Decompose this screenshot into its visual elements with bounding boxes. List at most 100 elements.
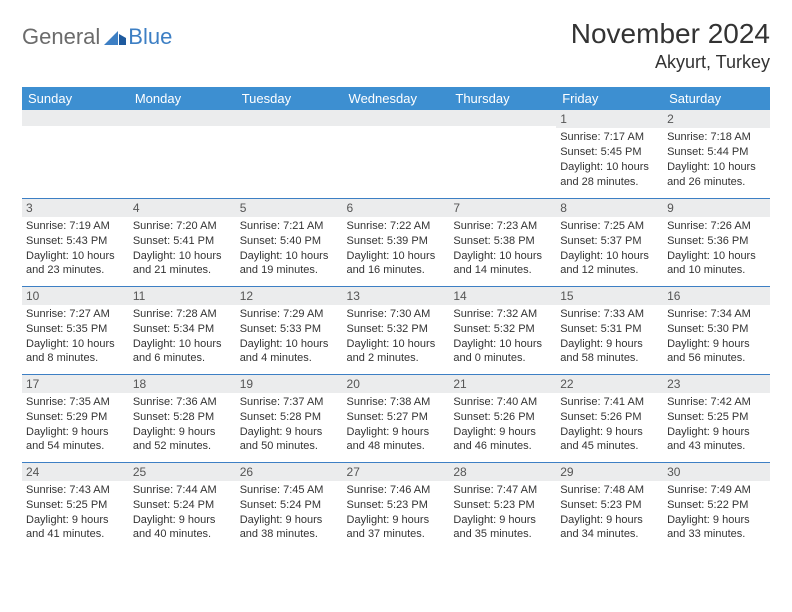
detail-line: Daylight: 9 hours	[560, 513, 659, 528]
day-details: Sunrise: 7:41 AMSunset: 5:26 PMDaylight:…	[556, 393, 663, 458]
calendar-cell: 18Sunrise: 7:36 AMSunset: 5:28 PMDayligh…	[129, 374, 236, 462]
detail-line: and 34 minutes.	[560, 527, 659, 542]
day-number	[449, 110, 556, 126]
detail-line: and 37 minutes.	[347, 527, 446, 542]
location: Akyurt, Turkey	[571, 52, 770, 73]
detail-line: Sunrise: 7:47 AM	[453, 483, 552, 498]
day-details	[449, 126, 556, 186]
day-number: 29	[556, 463, 663, 481]
detail-line: Sunset: 5:38 PM	[453, 234, 552, 249]
calendar-cell: 21Sunrise: 7:40 AMSunset: 5:26 PMDayligh…	[449, 374, 556, 462]
detail-line: and 8 minutes.	[26, 351, 125, 366]
weekday-header: Thursday	[449, 87, 556, 110]
calendar-cell: 29Sunrise: 7:48 AMSunset: 5:23 PMDayligh…	[556, 462, 663, 550]
calendar-cell: 15Sunrise: 7:33 AMSunset: 5:31 PMDayligh…	[556, 286, 663, 374]
detail-line: Daylight: 9 hours	[240, 513, 339, 528]
detail-line: Daylight: 10 hours	[240, 249, 339, 264]
detail-line: Sunset: 5:43 PM	[26, 234, 125, 249]
detail-line: Sunset: 5:31 PM	[560, 322, 659, 337]
detail-line: Sunset: 5:41 PM	[133, 234, 232, 249]
detail-line: Sunrise: 7:43 AM	[26, 483, 125, 498]
day-details: Sunrise: 7:48 AMSunset: 5:23 PMDaylight:…	[556, 481, 663, 546]
calendar-cell: 23Sunrise: 7:42 AMSunset: 5:25 PMDayligh…	[663, 374, 770, 462]
day-details: Sunrise: 7:20 AMSunset: 5:41 PMDaylight:…	[129, 217, 236, 282]
day-details: Sunrise: 7:45 AMSunset: 5:24 PMDaylight:…	[236, 481, 343, 546]
day-number: 11	[129, 287, 236, 305]
calendar-cell	[236, 110, 343, 198]
detail-line: and 12 minutes.	[560, 263, 659, 278]
detail-line: Sunset: 5:24 PM	[240, 498, 339, 513]
day-number: 13	[343, 287, 450, 305]
calendar-cell: 19Sunrise: 7:37 AMSunset: 5:28 PMDayligh…	[236, 374, 343, 462]
detail-line: Daylight: 10 hours	[560, 160, 659, 175]
detail-line: and 6 minutes.	[133, 351, 232, 366]
calendar-cell	[129, 110, 236, 198]
detail-line: Sunset: 5:22 PM	[667, 498, 766, 513]
detail-line: Daylight: 10 hours	[667, 249, 766, 264]
detail-line: Daylight: 9 hours	[453, 425, 552, 440]
detail-line: Daylight: 9 hours	[240, 425, 339, 440]
detail-line: Sunset: 5:32 PM	[347, 322, 446, 337]
detail-line: Sunset: 5:27 PM	[347, 410, 446, 425]
day-details: Sunrise: 7:26 AMSunset: 5:36 PMDaylight:…	[663, 217, 770, 282]
day-details: Sunrise: 7:28 AMSunset: 5:34 PMDaylight:…	[129, 305, 236, 370]
detail-line: and 58 minutes.	[560, 351, 659, 366]
detail-line: Sunset: 5:32 PM	[453, 322, 552, 337]
detail-line: Daylight: 9 hours	[347, 425, 446, 440]
detail-line: and 41 minutes.	[26, 527, 125, 542]
day-number	[129, 110, 236, 126]
detail-line: Daylight: 9 hours	[560, 425, 659, 440]
day-details: Sunrise: 7:22 AMSunset: 5:39 PMDaylight:…	[343, 217, 450, 282]
detail-line: Sunrise: 7:37 AM	[240, 395, 339, 410]
detail-line: and 54 minutes.	[26, 439, 125, 454]
detail-line: Sunrise: 7:34 AM	[667, 307, 766, 322]
day-number: 25	[129, 463, 236, 481]
day-number: 16	[663, 287, 770, 305]
weekday-header: Tuesday	[236, 87, 343, 110]
detail-line: Sunset: 5:36 PM	[667, 234, 766, 249]
day-details: Sunrise: 7:18 AMSunset: 5:44 PMDaylight:…	[663, 128, 770, 193]
day-details: Sunrise: 7:44 AMSunset: 5:24 PMDaylight:…	[129, 481, 236, 546]
calendar-cell: 13Sunrise: 7:30 AMSunset: 5:32 PMDayligh…	[343, 286, 450, 374]
day-number: 23	[663, 375, 770, 393]
day-number: 15	[556, 287, 663, 305]
calendar-cell: 9Sunrise: 7:26 AMSunset: 5:36 PMDaylight…	[663, 198, 770, 286]
day-details: Sunrise: 7:40 AMSunset: 5:26 PMDaylight:…	[449, 393, 556, 458]
detail-line: and 23 minutes.	[26, 263, 125, 278]
detail-line: Sunset: 5:33 PM	[240, 322, 339, 337]
detail-line: and 21 minutes.	[133, 263, 232, 278]
calendar-week-row: 1Sunrise: 7:17 AMSunset: 5:45 PMDaylight…	[22, 110, 770, 198]
day-details: Sunrise: 7:49 AMSunset: 5:22 PMDaylight:…	[663, 481, 770, 546]
calendar-cell: 17Sunrise: 7:35 AMSunset: 5:29 PMDayligh…	[22, 374, 129, 462]
day-details	[129, 126, 236, 186]
detail-line: Sunset: 5:30 PM	[667, 322, 766, 337]
calendar-week-row: 3Sunrise: 7:19 AMSunset: 5:43 PMDaylight…	[22, 198, 770, 286]
detail-line: and 48 minutes.	[347, 439, 446, 454]
day-number	[236, 110, 343, 126]
calendar-cell: 20Sunrise: 7:38 AMSunset: 5:27 PMDayligh…	[343, 374, 450, 462]
detail-line: Daylight: 9 hours	[453, 513, 552, 528]
detail-line: Sunrise: 7:23 AM	[453, 219, 552, 234]
day-number: 28	[449, 463, 556, 481]
day-number: 24	[22, 463, 129, 481]
detail-line: Sunrise: 7:44 AM	[133, 483, 232, 498]
detail-line: Sunset: 5:40 PM	[240, 234, 339, 249]
detail-line: Sunrise: 7:26 AM	[667, 219, 766, 234]
detail-line: Sunset: 5:23 PM	[453, 498, 552, 513]
detail-line: Sunrise: 7:40 AM	[453, 395, 552, 410]
detail-line: Daylight: 9 hours	[667, 513, 766, 528]
calendar-week-row: 17Sunrise: 7:35 AMSunset: 5:29 PMDayligh…	[22, 374, 770, 462]
calendar-cell	[449, 110, 556, 198]
detail-line: Sunset: 5:23 PM	[347, 498, 446, 513]
detail-line: Sunrise: 7:35 AM	[26, 395, 125, 410]
day-number: 26	[236, 463, 343, 481]
detail-line: and 16 minutes.	[347, 263, 446, 278]
detail-line: Daylight: 10 hours	[667, 160, 766, 175]
detail-line: Daylight: 10 hours	[26, 249, 125, 264]
detail-line: Sunset: 5:39 PM	[347, 234, 446, 249]
detail-line: Sunrise: 7:22 AM	[347, 219, 446, 234]
day-number: 21	[449, 375, 556, 393]
day-number: 17	[22, 375, 129, 393]
detail-line: Sunrise: 7:33 AM	[560, 307, 659, 322]
detail-line: Daylight: 9 hours	[26, 513, 125, 528]
